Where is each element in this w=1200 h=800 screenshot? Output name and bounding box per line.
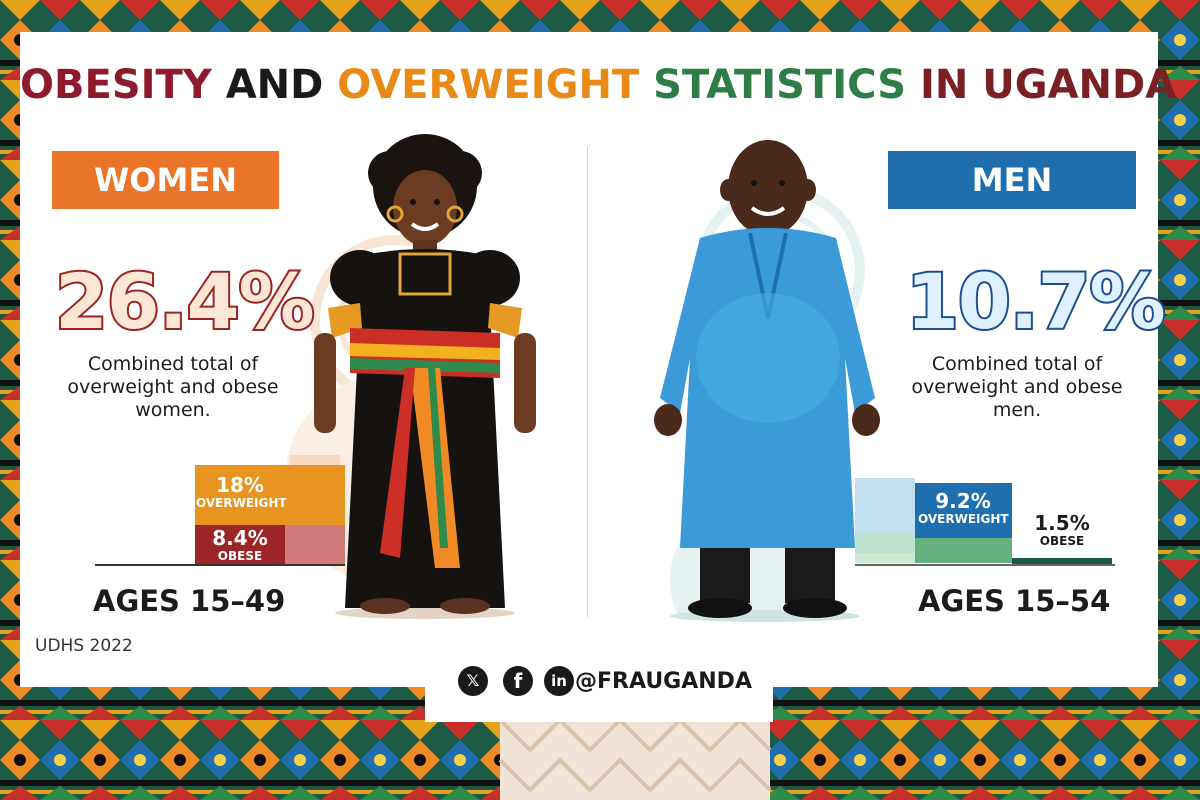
page-title: OBESITY AND OVERWEIGHT STATISTICS IN UGA…: [20, 62, 1176, 108]
men-banner: MEN: [888, 151, 1136, 209]
men-obese-label: 1.5% OBESE: [1027, 512, 1097, 548]
title-part-and: AND: [225, 62, 324, 108]
social-handle[interactable]: @FRAUGANDA: [575, 669, 752, 694]
men-total-percent: 10.7%: [904, 257, 1168, 346]
women-total-percent: 26.4%: [53, 257, 317, 346]
men-overweight-value: 9.2%: [935, 489, 991, 513]
women-obese-label: 8.4% OBESE: [196, 527, 284, 563]
men-description: Combined total of overweight and obese m…: [911, 353, 1123, 421]
men-bar-graphic: [855, 478, 1115, 566]
linkedin-icon[interactable]: in: [544, 666, 574, 696]
title-part-uganda: IN UGANDA: [919, 62, 1177, 108]
infographic-card: [20, 32, 1158, 687]
women-ages: AGES 15–49: [93, 584, 286, 618]
section-divider: [587, 147, 588, 617]
women-description: Combined total of overweight and obese w…: [67, 353, 279, 421]
men-overweight-name: OVERWEIGHT: [918, 512, 1009, 526]
x-icon[interactable]: 𝕏: [458, 666, 488, 696]
man-illustration: [654, 140, 880, 622]
women-overweight-label: 18% OVERWEIGHT: [196, 473, 287, 510]
women-banner: WOMEN: [52, 151, 279, 209]
men-obese-name: OBESE: [1039, 534, 1085, 548]
women-overweight-value: 18%: [216, 473, 264, 497]
women-overweight-name: OVERWEIGHT: [196, 496, 287, 510]
title-part-obesity: OBESITY: [20, 62, 212, 108]
women-bar-graphic: [95, 455, 345, 566]
women-obese-value: 8.4%: [212, 526, 268, 550]
title-part-overweight: OVERWEIGHT: [337, 62, 640, 108]
source-citation: UDHS 2022: [35, 636, 133, 656]
men-obese-value: 1.5%: [1034, 511, 1090, 535]
women-obese-name: OBESE: [217, 549, 263, 563]
men-overweight-label: 9.2% OVERWEIGHT: [918, 489, 1009, 526]
woman-illustration: [314, 134, 536, 619]
title-part-statistics: STATISTICS: [653, 62, 907, 108]
men-ages: AGES 15–54: [918, 584, 1111, 618]
facebook-icon[interactable]: f: [503, 666, 533, 696]
